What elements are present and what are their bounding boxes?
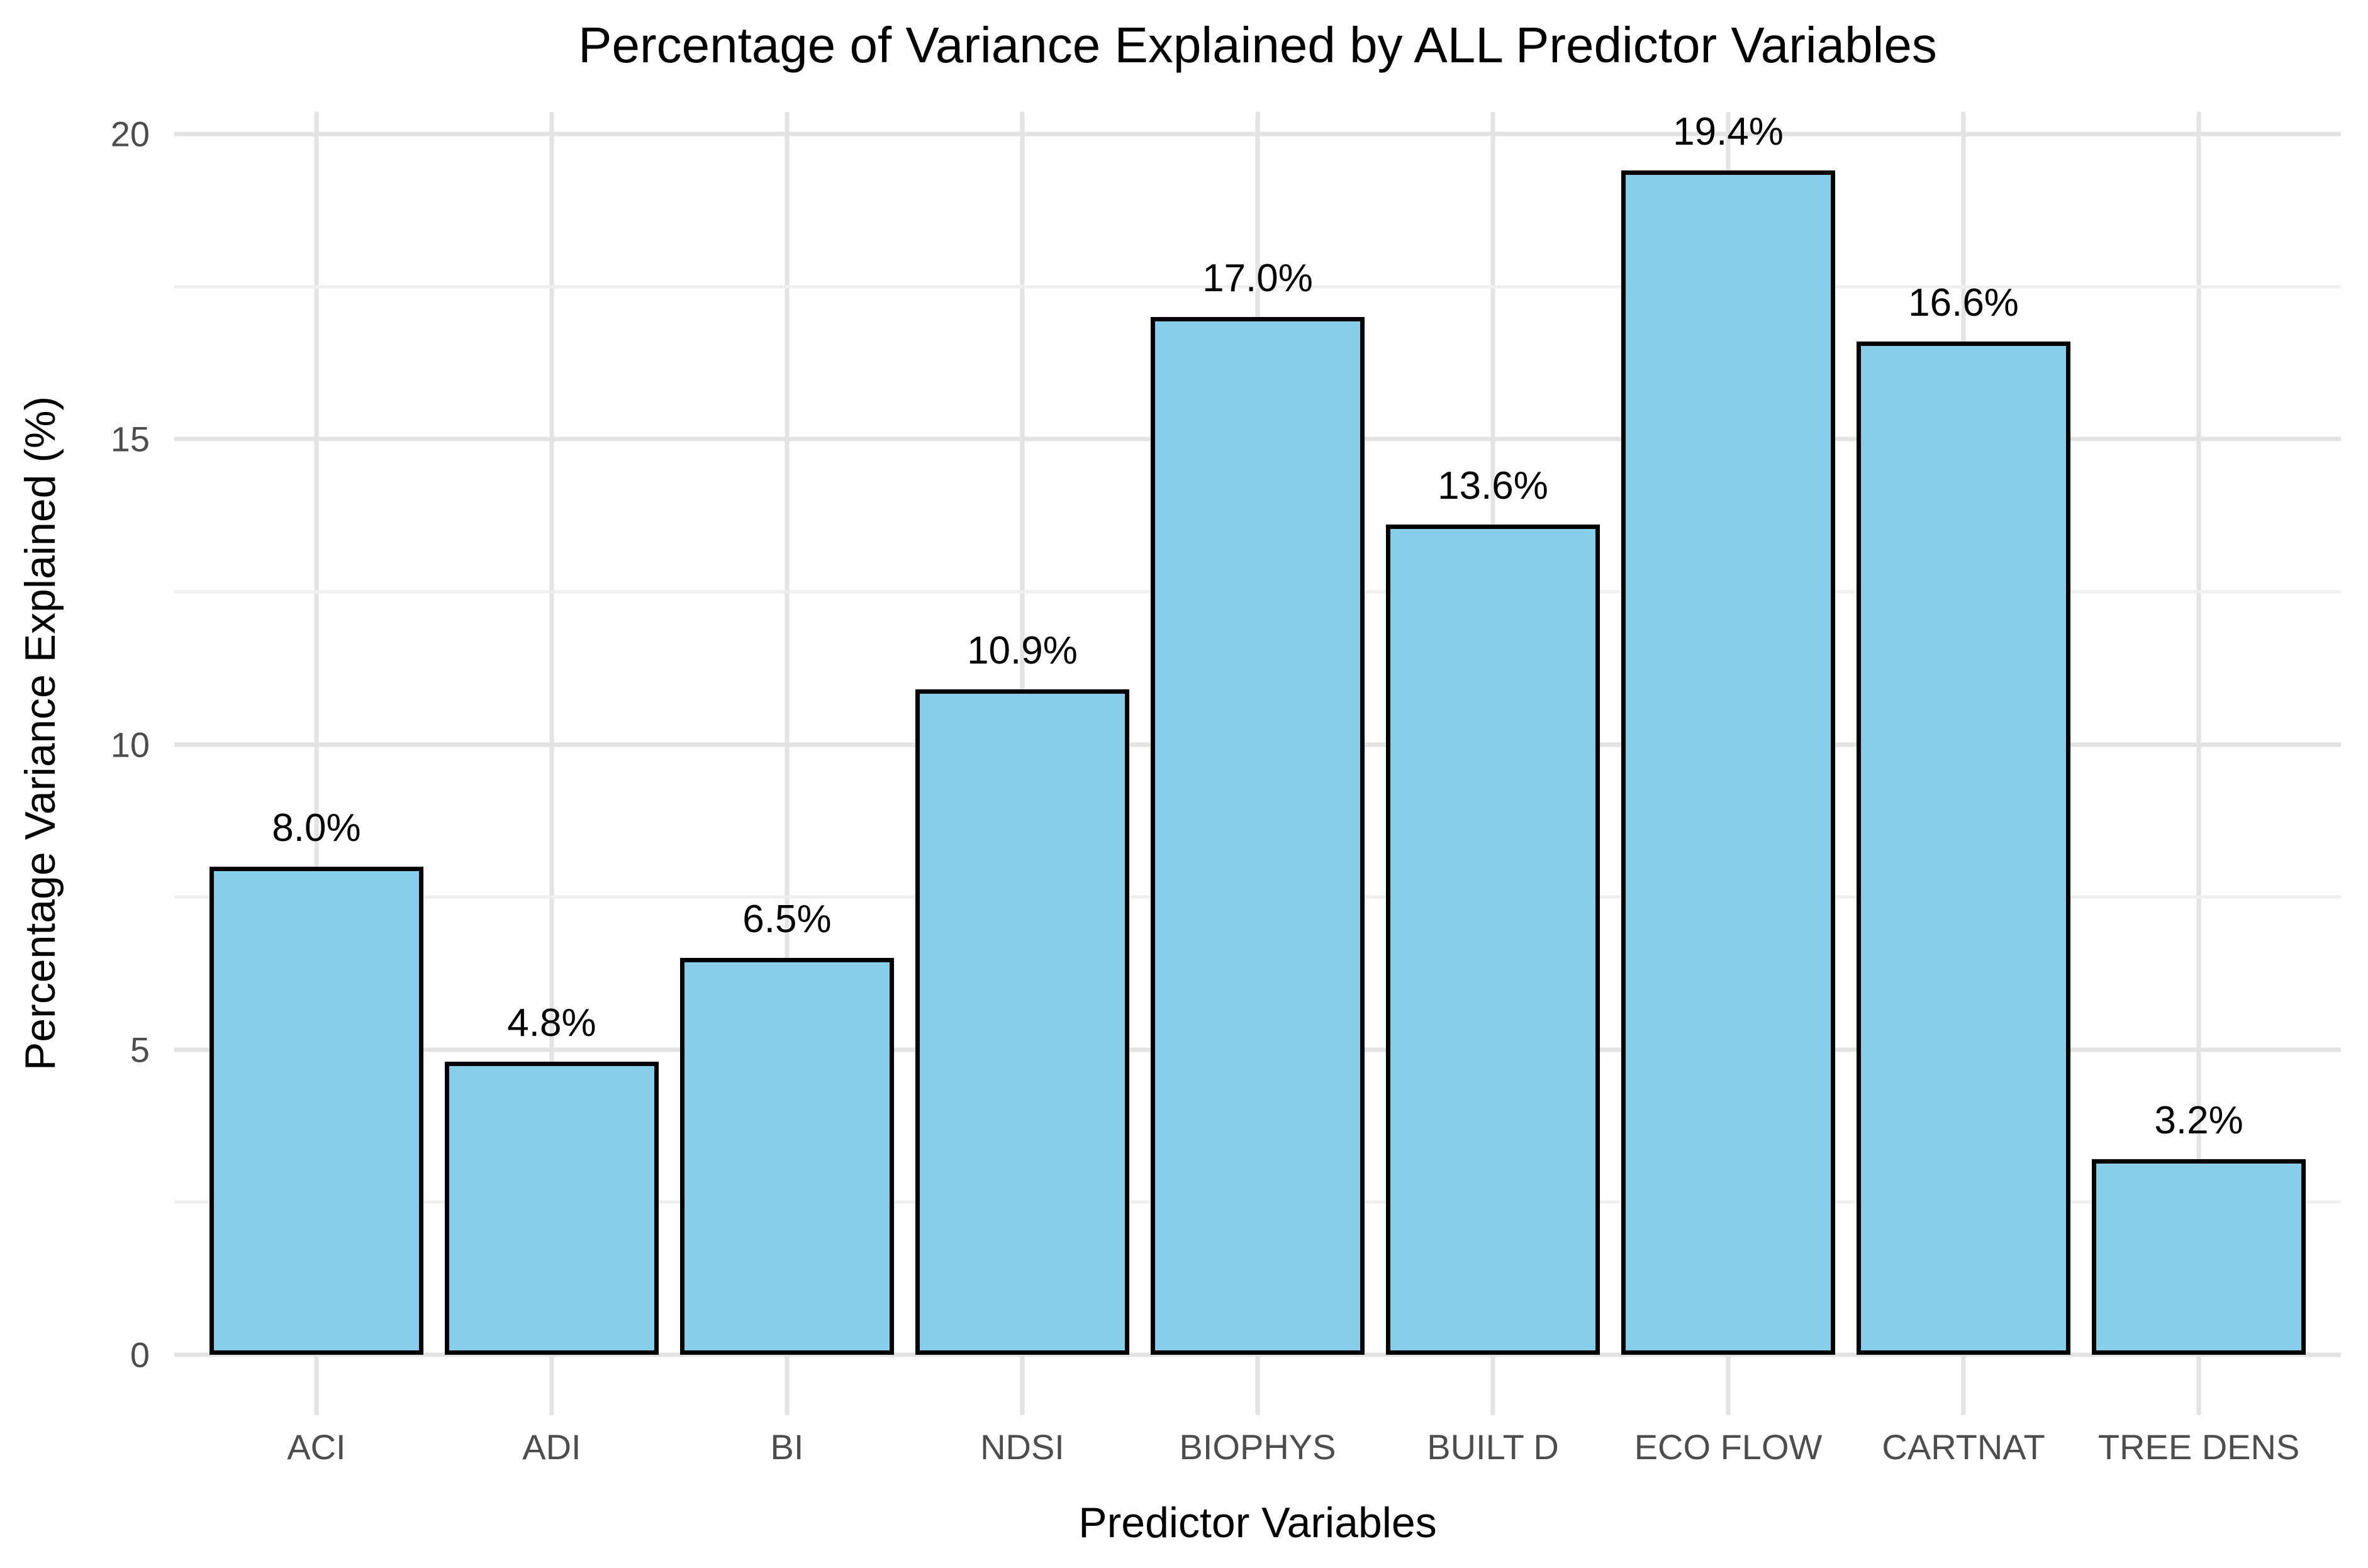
x-axis-label: Predictor Variables [1078, 1499, 1437, 1547]
x-tick-label: ADI [522, 1427, 581, 1467]
gridline-y-minor [174, 285, 2341, 289]
bar-adi [444, 1062, 659, 1355]
bar-ndsi [915, 689, 1129, 1355]
bar-value-label: 4.8% [507, 1001, 596, 1045]
x-tick-label: BUILT D [1427, 1427, 1559, 1467]
bar-value-label: 13.6% [1438, 464, 1548, 508]
bar-biophys [1151, 317, 1365, 1355]
chart-title: Percentage of Variance Explained by ALL … [578, 17, 1937, 73]
x-tick-label: BI [770, 1427, 804, 1467]
x-tick-label: BIOPHYS [1179, 1427, 1336, 1467]
bar-value-label: 17.0% [1202, 257, 1313, 301]
y-tick-label: 15 [110, 419, 150, 459]
gridline-y-major [174, 131, 2341, 136]
bar-value-label: 19.4% [1673, 110, 1784, 154]
y-tick-label: 10 [110, 725, 150, 764]
bar-bi [679, 958, 894, 1355]
bar-cartnat [1857, 341, 2071, 1355]
bar-value-label: 10.9% [967, 629, 1078, 673]
x-tick-label: NDSI [980, 1427, 1064, 1467]
y-tick-label: 20 [110, 114, 150, 154]
y-tick-label: 0 [130, 1335, 150, 1375]
x-tick-labels: ACI ADI BI NDSI BIOPHYS BUILT D ECO FLOW CARTNA… [174, 1426, 2341, 1477]
gridline-x-category [2196, 112, 2201, 1415]
bar-value-label: 8.0% [272, 806, 361, 850]
bar-value-label: 3.2% [2154, 1099, 2243, 1143]
bar-value-label: 6.5% [742, 898, 832, 942]
plot-area: 8.0% 4.8% 6.5% 10.9% 17.0% 13.6% 19.4% 16.6% 3.2… [174, 110, 2341, 1357]
bar-eco-flow [1621, 170, 1835, 1355]
gridline-x-category [785, 112, 790, 1415]
x-tick-label: ACI [287, 1427, 346, 1467]
x-tick-label: ECO FLOW [1634, 1427, 1823, 1467]
bar-aci [209, 866, 423, 1355]
bar-tree-dens [2092, 1159, 2306, 1355]
gridline-x-category [314, 112, 319, 1415]
x-tick-label: TREE DENS [2097, 1427, 2300, 1467]
bar-value-label: 16.6% [1908, 281, 2019, 325]
bar-built-d [1386, 525, 1600, 1355]
gridline-y-major [174, 1352, 2341, 1357]
gridline-x-category [549, 112, 554, 1415]
y-tick-label: 5 [130, 1030, 150, 1070]
y-tick-labels: 0 5 10 15 20 [0, 112, 150, 1375]
x-tick-label: CARTNAT [1882, 1427, 2045, 1467]
